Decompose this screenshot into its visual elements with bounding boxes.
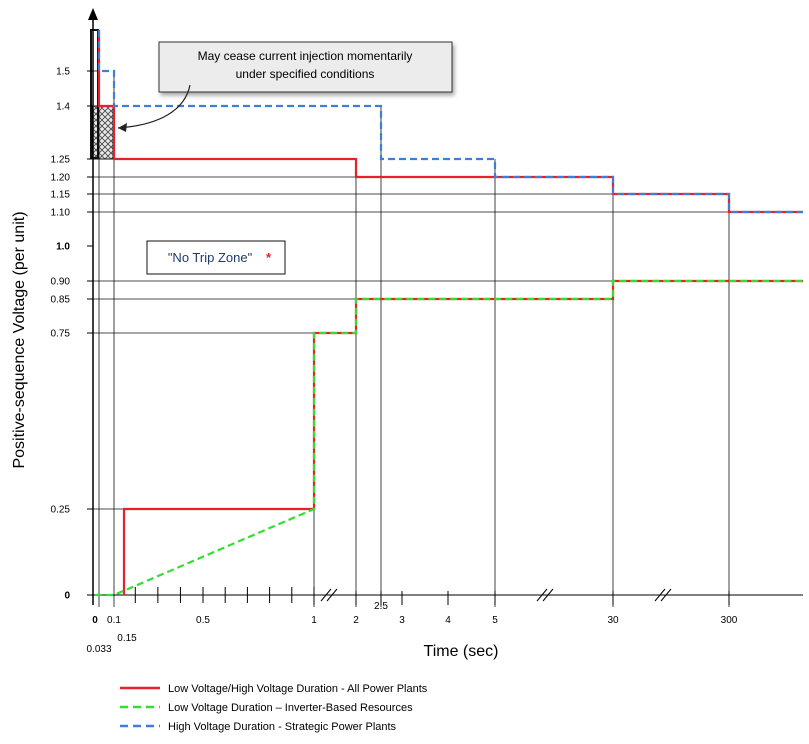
series-line	[122, 279, 803, 595]
x-tick-label: 300	[721, 615, 738, 626]
zone-label-text: "No Trip Zone"	[168, 250, 253, 265]
y-tick-label: 0.25	[51, 505, 71, 516]
y-tick-label: 1.25	[51, 155, 71, 166]
x-tick-label: 0	[92, 615, 98, 626]
x-tick-label: 0.033	[86, 644, 111, 655]
x-tick-label: 1	[311, 615, 317, 626]
y-tick-label: 1.20	[51, 173, 71, 184]
legend-label: High Voltage Duration - Strategic Power …	[168, 721, 397, 733]
series-line	[95, 279, 803, 597]
x-tick-label: 2	[353, 615, 359, 626]
x-tick-label: 0.5	[196, 615, 210, 626]
axis-break-mark	[536, 588, 548, 602]
axis-break-mark	[654, 588, 666, 602]
x-tick-label: 0.1	[107, 615, 121, 626]
x-tick-label: 2.5	[374, 601, 388, 612]
svg-text:"No Trip Zone": "No Trip Zone"	[168, 250, 253, 265]
x-axis-title: Time (sec)	[424, 643, 499, 660]
axis-break-mark	[320, 588, 332, 602]
legend: Low Voltage/High Voltage Duration - All …	[120, 683, 428, 733]
callout-arrow	[117, 84, 191, 129]
callout-line-2: under specified conditions	[236, 67, 375, 81]
axis-break-mark	[660, 588, 672, 602]
y-axis-arrow	[88, 8, 98, 20]
tick-labels: 0 0.25 0.75 0.85 0.90 1.0 1.10 1.15 1.20 1.25 1.4 1…	[51, 67, 738, 656]
reference-lines	[90, 29, 730, 607]
series-lines	[95, 30, 803, 597]
y-tick-label: 0.90	[51, 277, 71, 288]
zone-star: *	[266, 250, 272, 265]
callout-line-1: May cease current injection momentarily	[198, 49, 413, 63]
x-tick-label: 4	[445, 615, 451, 626]
y-tick-label: 0.75	[51, 329, 71, 340]
y-tick-label: 1.4	[56, 102, 70, 113]
y-tick-label: 0.85	[51, 295, 71, 306]
callout-box: May cease current injection momentarily …	[158, 41, 453, 93]
axis-break-mark	[326, 588, 338, 602]
callout-arrowhead	[118, 123, 127, 132]
momentary-cessation-region	[91, 105, 114, 160]
no-trip-zone-label: "No Trip Zone" *	[146, 240, 286, 275]
series-line	[97, 30, 803, 214]
x-tick-label: 30	[607, 615, 619, 626]
legend-label: Low Voltage Duration – Inverter-Based Re…	[168, 702, 413, 714]
y-tick-label: 1.0	[56, 242, 70, 253]
x-tick-label: 3	[399, 615, 405, 626]
x-tick-label: 5	[492, 615, 498, 626]
y-tick-label: 0	[64, 591, 70, 602]
legend-label: Low Voltage/High Voltage Duration - All …	[168, 683, 428, 695]
y-tick-label: 1.10	[51, 208, 71, 219]
y-tick-label: 1.15	[51, 190, 71, 201]
y-tick-label: 1.5	[56, 67, 70, 78]
axis-break-mark	[542, 588, 554, 602]
axes	[88, 8, 803, 605]
y-axis-title: Positive-sequence Voltage (per unit)	[11, 211, 28, 468]
x-tick-label: 0.15	[117, 633, 137, 644]
